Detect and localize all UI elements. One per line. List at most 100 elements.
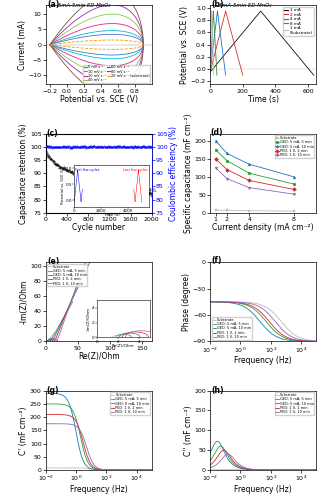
PED: 1 V, 2 min: (0.0106, -45): 1 V, 2 min: (0.0106, -45) [209, 299, 213, 305]
Legend: 5 mV s⁻¹, 10 mV s⁻¹, 20 mV s⁻¹, 40 mV s⁻¹, 60 mV s⁻¹, 80 mV s⁻¹, 20 mV s⁻¹ (subs: 5 mV s⁻¹, 10 mV s⁻¹, 20 mV s⁻¹, 40 mV s⁻… [83, 64, 150, 82]
PED: 1 V, 2 min: (0.0106, 210): 1 V, 2 min: (0.0106, 210) [44, 412, 48, 418]
Line: PED: 1 V, 10 min: PED: 1 V, 10 min [48, 264, 84, 342]
PED: 1 V, 10 min: (192, -67.2): 1 V, 10 min: (192, -67.2) [273, 318, 277, 324]
PED: 1 V, 10 min: (1e+05, -89.7): 1 V, 10 min: (1e+05, -89.7) [314, 338, 318, 344]
X-axis label: Frequency (Hz): Frequency (Hz) [234, 356, 292, 366]
GED: 5 mA, 5 min: (0.01, 23.1): 5 mA, 5 min: (0.01, 23.1) [208, 458, 212, 464]
PED: 1 V, 2 min: (1e+05, 1.52e-06): 1 V, 2 min: (1e+05, 1.52e-06) [150, 467, 154, 473]
GED: 5 mA, 10 min: (31.9, 38.4): 5 mA, 10 min: (31.9, 38.4) [64, 310, 68, 316]
Substrate [292, 208, 296, 214]
Substrate [45, 338, 49, 344]
PED: 1 V, 2 min: (203, 0.0394): 1 V, 2 min: (203, 0.0394) [274, 467, 277, 473]
Line: PED: 1 V, 2 min: PED: 1 V, 2 min [214, 158, 295, 191]
PED: 1 V, 2 min: (2.33e+04, 0.000343): 1 V, 2 min: (2.33e+04, 0.000343) [305, 467, 309, 473]
GED: 5 mA, 5 min: (192, -78.6): 5 mA, 5 min: (192, -78.6) [273, 328, 277, 334]
GED: 5 mA, 10 min: (2.21e+04, -89.8): 5 mA, 10 min: (2.21e+04, -89.8) [304, 338, 308, 344]
PED: 1 V, 10 min: (1e+05, 3.17e-06): 1 V, 10 min: (1e+05, 3.17e-06) [150, 467, 154, 473]
Substrate [271, 467, 275, 473]
GED: 5 mA, 10 min: (7.94e+03, 2.77e-05): 5 mA, 10 min: (7.94e+03, 2.77e-05) [133, 467, 137, 473]
GED: 5 mA, 5 min: (8.38e+03, 0.000716): 5 mA, 5 min: (8.38e+03, 0.000716) [298, 467, 302, 473]
Line: GED: 5 mA, 5 min: GED: 5 mA, 5 min [47, 302, 73, 342]
Line: GED: 5 mA, 5 min: GED: 5 mA, 5 min [210, 446, 316, 470]
PED: 1 V, 2 min: (147, -72.9): 1 V, 2 min: (147, -72.9) [271, 324, 275, 330]
PED: 1 V, 2 min: (192, 0.117): 1 V, 2 min: (192, 0.117) [109, 467, 112, 473]
GED: 5 mA, 10 min: (8.38e+03, 0.000519): 5 mA, 10 min: (8.38e+03, 0.000519) [298, 467, 302, 473]
Substrate [214, 207, 218, 213]
Substrate [45, 338, 49, 344]
GED: 5 mA, 5 min: (139, 0.12): 5 mA, 5 min: (139, 0.12) [107, 467, 111, 473]
PED: 1 V, 2 min: (8.38e+03, 0.000955): 1 V, 2 min: (8.38e+03, 0.000955) [298, 467, 302, 473]
PED: 1 V, 2 min: (0.0106, 13): 1 V, 2 min: (0.0106, 13) [209, 462, 213, 468]
GED: 5 mA, 5 min: (0.01, -45): 5 mA, 5 min: (0.01, -45) [208, 299, 212, 305]
GED: 5 mA, 10 min: (0.0106, -45.1): 5 mA, 10 min: (0.0106, -45.1) [209, 299, 213, 305]
PED: 1 V, 10 min: (13.2, 3.87): 1 V, 10 min: (13.2, 3.87) [52, 336, 56, 342]
Line: PED: 1 V, 10 min: PED: 1 V, 10 min [46, 424, 152, 470]
GED: 5 mA, 10 min: (3.42, 1.53): 5 mA, 10 min: (3.42, 1.53) [46, 338, 50, 344]
GED: 5 mA, 10 min: (0.01, 290): 5 mA, 10 min: (0.01, 290) [44, 390, 48, 396]
PED: 1 V, 2 min: (28.4, 30.3): 1 V, 2 min: (28.4, 30.3) [62, 316, 66, 322]
Line: GED: 5 mA, 5 min: GED: 5 mA, 5 min [214, 148, 295, 186]
GED: 5 mA, 10 min: (0.01, -45.1): 5 mA, 10 min: (0.01, -45.1) [208, 299, 212, 305]
Text: (a): (a) [47, 0, 60, 9]
PED: 1 V, 10 min: (2.21e+04, -89): 1 V, 10 min: (2.21e+04, -89) [304, 338, 308, 344]
Line: Substrate: Substrate [214, 208, 295, 212]
PED: 1 V, 2 min: (4, 90): 1 V, 2 min: (4, 90) [247, 178, 251, 184]
GED: 5 mA, 10 min: (2.5, 0): 5 mA, 10 min: (2.5, 0) [45, 338, 49, 344]
Line: GED: 5 mA, 5 min: GED: 5 mA, 5 min [210, 302, 316, 342]
PED: 1 V, 10 min: (147, 0.0817): 1 V, 10 min: (147, 0.0817) [271, 467, 275, 473]
Text: (g): (g) [47, 386, 59, 395]
Legend: Substrate, GED: 5 mA, 5 min, GED: 5 mA, 10 min, PED: 1 V, 2 min, PED: 1 V, 10 mi: Substrate, GED: 5 mA, 5 min, GED: 5 mA, … [212, 317, 252, 340]
Line: GED: 5 mA, 5 min: GED: 5 mA, 5 min [46, 404, 152, 470]
Substrate [52, 330, 56, 336]
GED: 5 mA, 5 min: (0.0504, 60): 5 mA, 5 min: (0.0504, 60) [219, 443, 223, 449]
GED: 5 mA, 10 min: (192, -83.7): 5 mA, 10 min: (192, -83.7) [273, 333, 277, 339]
PED: 1 V, 10 min: (0.148, 40): 1 V, 10 min: (0.148, 40) [226, 451, 230, 457]
Y-axis label: Potential vs. SCE (V): Potential vs. SCE (V) [180, 6, 189, 84]
PED: 1 V, 10 min: (192, 0.245): 1 V, 10 min: (192, 0.245) [109, 467, 112, 473]
PED: 1 V, 10 min: (1e+05, 0.00012): 1 V, 10 min: (1e+05, 0.00012) [314, 467, 318, 473]
GED: 5 mA, 5 min: (1e+05, -89.9): 5 mA, 5 min: (1e+05, -89.9) [314, 338, 318, 344]
Substrate [140, 467, 144, 473]
GED: 5 mA, 10 min: (8, 100): 5 mA, 10 min: (8, 100) [292, 174, 296, 180]
Legend: Substrate, GED: 5 mA, 5 min, GED: 5 mA, 10 min, PED: 1 V, 2 min, PED: 1 V, 10 mi: Substrate, GED: 5 mA, 5 min, GED: 5 mA, … [110, 392, 150, 415]
GED: 5 mA, 5 min: (8, 80): 5 mA, 5 min: (8, 80) [292, 181, 296, 187]
Line: PED: 1 V, 10 min: PED: 1 V, 10 min [210, 302, 316, 341]
PED: 1 V, 2 min: (3, 0): 1 V, 2 min: (3, 0) [46, 338, 50, 344]
Text: 5mA-5min ED-MnO₂: 5mA-5min ED-MnO₂ [219, 4, 272, 8]
PED: 1 V, 2 min: (22.6, 18.2): 1 V, 2 min: (22.6, 18.2) [58, 324, 62, 330]
Substrate [274, 467, 277, 473]
Substrate [47, 338, 51, 344]
Text: (b): (b) [211, 0, 223, 10]
Substrate [271, 310, 275, 316]
GED: 5 mA, 10 min: (147, 0.0364): 5 mA, 10 min: (147, 0.0364) [107, 467, 111, 473]
Text: (e): (e) [48, 258, 60, 266]
X-axis label: Frequency (Hz): Frequency (Hz) [70, 485, 127, 494]
PED: 1 V, 10 min: (7.94e+03, 0.000303): 1 V, 10 min: (7.94e+03, 0.000303) [133, 467, 137, 473]
Line: Substrate: Substrate [46, 468, 152, 470]
PED: 1 V, 2 min: (19.8, 12.1): 1 V, 2 min: (19.8, 12.1) [56, 330, 60, 336]
GED: 5 mA, 5 min: (1e+05, 6e-05): 5 mA, 5 min: (1e+05, 6e-05) [314, 467, 318, 473]
PED: 1 V, 2 min: (5.1, 2.6): 1 V, 2 min: (5.1, 2.6) [47, 336, 51, 342]
GED: 5 mA, 5 min: (20.1, 19.6): 5 mA, 5 min: (20.1, 19.6) [57, 324, 61, 330]
PED: 1 V, 2 min: (2, 120): 1 V, 2 min: (2, 120) [225, 166, 229, 172]
PED: 1 V, 10 min: (139, -64.3): 1 V, 10 min: (139, -64.3) [271, 316, 275, 322]
PED: 1 V, 2 min: (27, 27.2): 1 V, 2 min: (27, 27.2) [61, 318, 65, 324]
PED: 1 V, 10 min: (7.94e+03, -87.8): 1 V, 10 min: (7.94e+03, -87.8) [298, 336, 302, 342]
PED: 1 V, 2 min: (7.94e+03, -88.9): 1 V, 2 min: (7.94e+03, -88.9) [298, 338, 302, 344]
PED: 1 V, 2 min: (147, 0.19): 1 V, 2 min: (147, 0.19) [107, 467, 111, 473]
GED: 5 mA, 5 min: (7.94e+03, 8.33e-05): 5 mA, 5 min: (7.94e+03, 8.33e-05) [133, 467, 137, 473]
PED: 1 V, 2 min: (1e+05, 8e-05): 1 V, 2 min: (1e+05, 8e-05) [314, 467, 318, 473]
PED: 1 V, 2 min: (139, -72.4): 1 V, 2 min: (139, -72.4) [271, 323, 275, 329]
PED: 1 V, 10 min: (30.6, 31.3): 1 V, 10 min: (30.6, 31.3) [63, 315, 67, 321]
PED: 1 V, 10 min: (60.4, 103): 1 V, 10 min: (60.4, 103) [82, 260, 86, 266]
GED: 5 mA, 10 min: (7.94e+03, -89.6): 5 mA, 10 min: (7.94e+03, -89.6) [298, 338, 302, 344]
GED: 5 mA, 5 min: (147, -76.6): 5 mA, 5 min: (147, -76.6) [271, 326, 275, 332]
GED: 5 mA, 10 min: (2.21e+04, 4.39e-06): 5 mA, 10 min: (2.21e+04, 4.39e-06) [140, 467, 144, 473]
Substrate [272, 467, 275, 473]
GED: 5 mA, 10 min: (139, 0.0401): 5 mA, 10 min: (139, 0.0401) [107, 467, 111, 473]
Line: Substrate: Substrate [210, 469, 316, 470]
Substrate [50, 333, 53, 339]
X-axis label: Cycle number: Cycle number [72, 224, 125, 232]
Y-axis label: Phase (degree): Phase (degree) [183, 273, 191, 331]
PED: 1 V, 10 min: (4, 70): 1 V, 10 min: (4, 70) [247, 184, 251, 190]
